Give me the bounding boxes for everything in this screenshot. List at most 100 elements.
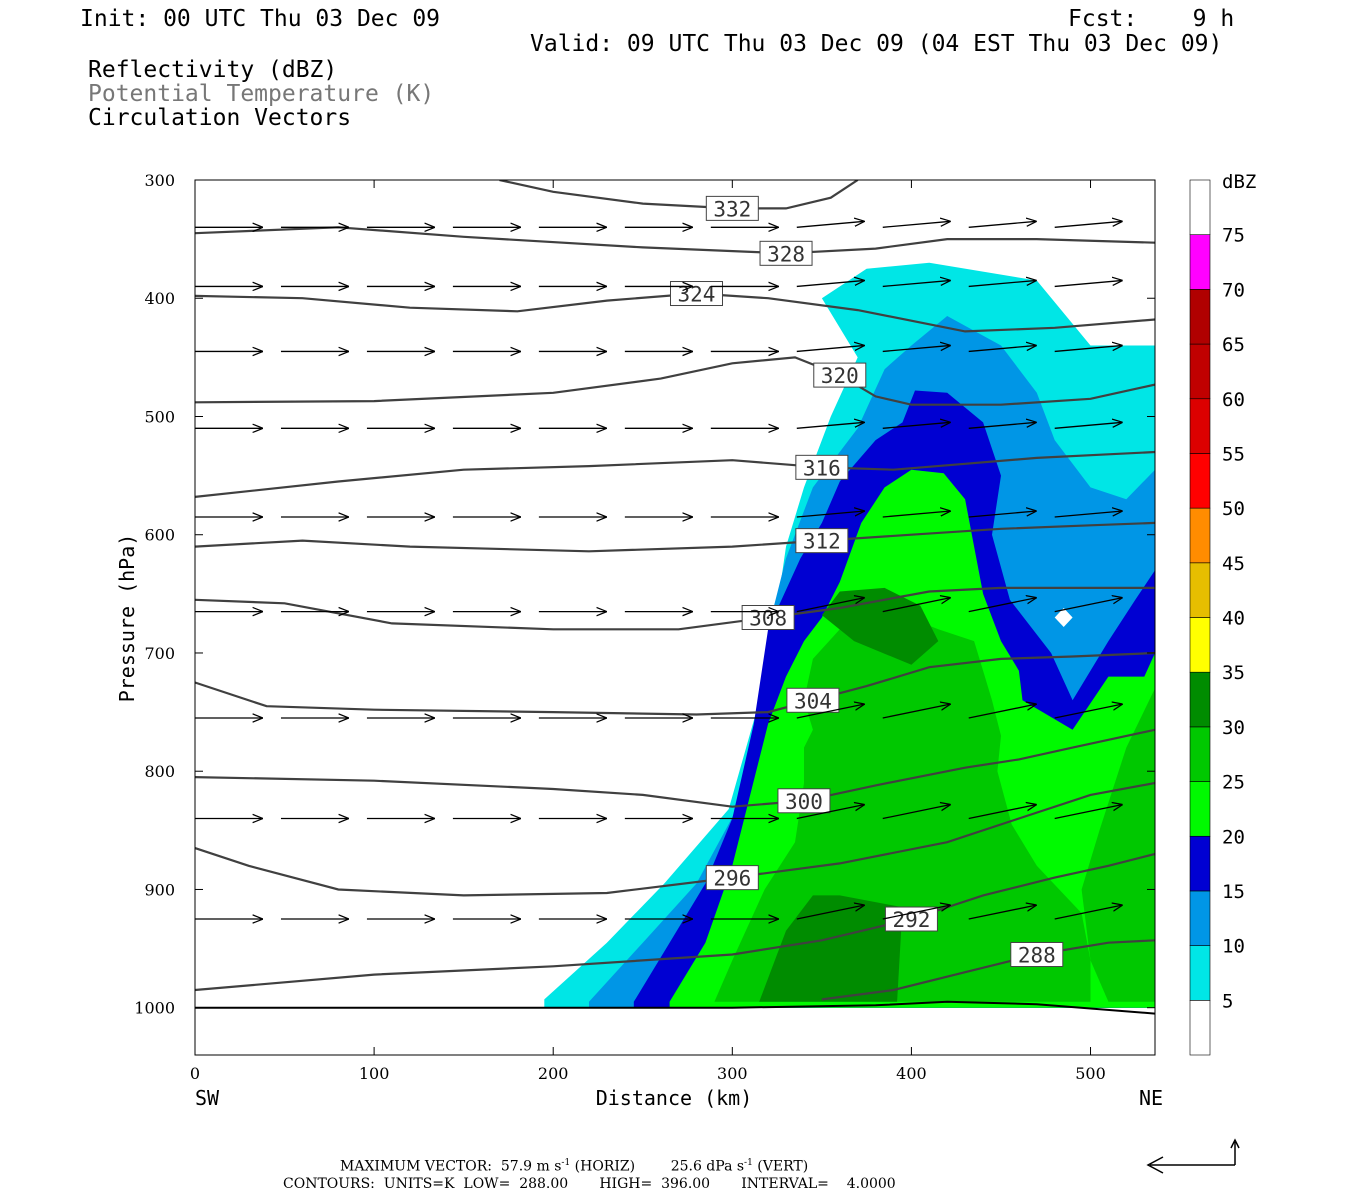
footer-exp-horiz: -1	[561, 1158, 571, 1168]
colorbar-swatch	[1189, 343, 1211, 400]
colorbar-label-20: 20	[1222, 826, 1245, 848]
theta-contour-312	[195, 521, 1155, 553]
colorbar-label-15: 15	[1222, 881, 1245, 903]
circulation-vector	[1054, 422, 1123, 429]
circulation-vector	[882, 345, 951, 353]
reflectivity-region-25dbz-6	[1081, 688, 1155, 1002]
footer-max-horiz: MAXIMUM VECTOR: 57.9 m s	[340, 1158, 562, 1175]
x-tick-label: 400	[896, 1064, 927, 1083]
circulation-vector	[796, 422, 865, 429]
plot-frame	[194, 179, 1156, 1056]
colorbar-label-50: 50	[1222, 498, 1245, 520]
circulation-vector	[796, 704, 865, 719]
theta-label-box-312	[795, 528, 849, 554]
colorbar-label-30: 30	[1222, 717, 1245, 739]
y-tick-label: 700	[144, 644, 175, 663]
circulation-vector	[882, 422, 951, 429]
reference-vector	[1146, 1138, 1240, 1174]
footer-horiz-label: (HORIZ)	[574, 1158, 636, 1175]
terrain-surface-line	[195, 1000, 1155, 1015]
circulation-vector	[1054, 221, 1123, 228]
terrain-line-layer	[195, 1000, 1155, 1015]
circulation-vector	[882, 704, 951, 719]
theta-contour-292	[195, 852, 1155, 992]
colorbar-swatch	[1189, 398, 1211, 454]
x-tick-label: 200	[538, 1064, 569, 1083]
colorbar-swatch	[1189, 835, 1211, 892]
circulation-vector	[796, 598, 865, 613]
theta-label-296: 296	[713, 867, 751, 891]
circulation-vector	[968, 905, 1037, 920]
colorbar-swatch	[1189, 507, 1211, 564]
circulation-vector	[1054, 598, 1123, 613]
reflectivity-region-10dbz-2	[1036, 522, 1123, 630]
x-tick-label: 0	[190, 1064, 200, 1083]
circulation-vector	[796, 905, 865, 920]
forecast-hour-label: Fcst: 9 h	[1068, 6, 1235, 32]
colorbar-label-10: 10	[1222, 936, 1245, 958]
colorbar-label-45: 45	[1222, 553, 1245, 575]
field-label-vectors: Circulation Vectors	[88, 105, 352, 131]
theta-label-300: 300	[785, 790, 823, 814]
colorbar-swatch	[1189, 617, 1211, 673]
colorbar-label-70: 70	[1222, 279, 1245, 301]
init-time-label: Init: 00 UTC Thu 03 Dec 09	[80, 6, 441, 32]
circulation-vector	[968, 511, 1037, 518]
circulation-vector	[882, 280, 951, 288]
colorbar-swatch	[1189, 289, 1211, 345]
theta-label-box-328	[759, 240, 813, 266]
theta-label-box-332	[705, 195, 759, 221]
circulation-vector	[968, 805, 1037, 820]
circulation-vector	[968, 221, 1037, 228]
y-tick-label: 400	[144, 289, 175, 308]
x-tick-label: 100	[359, 1064, 390, 1083]
theta-label-box-288	[1010, 941, 1064, 967]
y-tick-label: 900	[144, 880, 175, 899]
theta-label-box-304	[786, 687, 840, 713]
axes-layer: 300 400 500 600 700 800 900 1000 0 100 200 300 400 50…	[134, 171, 1155, 1083]
footer-max-vert: 25.6 dPa s	[670, 1158, 745, 1175]
circulation-vector	[882, 598, 951, 613]
colorbar-swatch	[1189, 671, 1211, 728]
theta-label-box-320	[813, 362, 867, 388]
theta-label-304: 304	[794, 689, 832, 713]
theta-label-316: 316	[803, 456, 841, 480]
y-axis-label: Pressure (hPa)	[115, 534, 139, 703]
reflectivity-region-0dbz-9	[1054, 608, 1073, 627]
colorbar-swatch	[1189, 562, 1211, 618]
reflectivity-region-30dbz-7	[759, 895, 903, 1002]
footer-exp-vert: -1	[744, 1158, 753, 1168]
colorbar-swatch	[1189, 179, 1211, 235]
theta-label-box-296	[705, 865, 759, 891]
theta-contour-328	[195, 226, 1155, 255]
theta-label-292: 292	[892, 908, 930, 932]
colorbar-swatch	[1189, 726, 1211, 782]
theta-label-box-292	[884, 906, 938, 932]
reflectivity-region-30dbz-8	[821, 587, 939, 665]
x-axis-end-label-ne: NE	[1139, 1086, 1163, 1110]
footer-max-vector: MAXIMUM VECTOR: 57.9 m s-1 (HORIZ) 25.6 …	[340, 1158, 808, 1175]
theta-label-box-316	[795, 454, 849, 480]
colorbar-label-75: 75	[1222, 225, 1245, 247]
x-tick-label: 300	[717, 1064, 748, 1083]
field-label-reflectivity: Reflectivity (dBZ)	[88, 57, 338, 83]
circulation-vector	[1054, 704, 1123, 719]
circulation-vector	[796, 280, 865, 288]
colorbar-swatch	[1189, 890, 1211, 946]
x-axis-end-label-sw: SW	[195, 1086, 220, 1110]
colorbar-label-5: 5	[1222, 990, 1233, 1012]
valid-time-label: Valid: 09 UTC Thu 03 Dec 09 (04 EST Thu …	[530, 31, 1223, 57]
colorbar: 5 10 15 20 25 30 35 40 45 50 55 60 65 70 75	[1189, 179, 1245, 1056]
colorbar-label-25: 25	[1222, 772, 1245, 794]
x-tick-label: 500	[1075, 1064, 1106, 1083]
circulation-vector	[796, 511, 865, 518]
colorbar-label-35: 35	[1222, 662, 1245, 684]
circulation-vector	[882, 221, 951, 228]
y-tick-label: 800	[144, 762, 175, 781]
colorbar-swatch	[1189, 945, 1211, 1001]
y-tick-label: 1000	[134, 999, 175, 1018]
colorbar-label-65: 65	[1222, 334, 1245, 356]
footer-vert-label: (VERT)	[757, 1158, 809, 1175]
theta-label-308: 308	[749, 607, 787, 631]
circulation-vector-layer	[195, 221, 1123, 919]
